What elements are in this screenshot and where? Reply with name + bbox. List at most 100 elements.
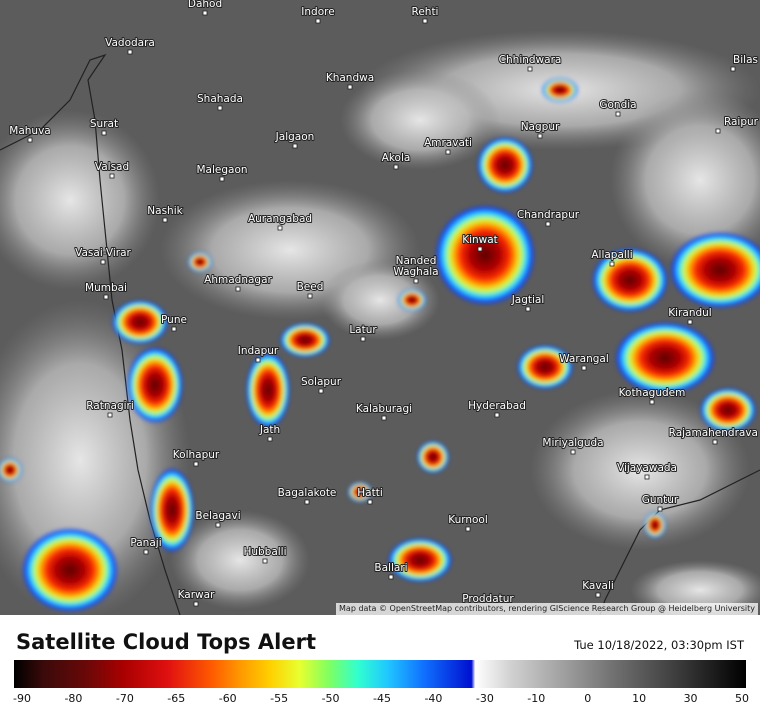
panel-title: Satellite Cloud Tops Alert — [16, 630, 316, 654]
city-marker — [127, 49, 133, 55]
city-label: Warangal — [559, 353, 609, 365]
city-label: Kurnool — [448, 514, 488, 526]
city-label: Karwar — [178, 589, 215, 601]
city-label: Kothagudem — [619, 387, 686, 399]
city-marker — [217, 105, 223, 111]
city-label: Gondia — [599, 99, 636, 111]
color-bar-tick-label: 10 — [632, 692, 647, 705]
city-marker — [255, 357, 261, 363]
city-marker — [215, 522, 221, 528]
city-label: Guntur — [642, 494, 679, 506]
color-bar-tick-label: -40 — [424, 692, 443, 705]
city-label: Ratnagiri — [86, 400, 134, 412]
city-marker — [615, 111, 621, 117]
city-label: Waghala — [393, 266, 438, 278]
city-marker — [595, 592, 601, 598]
city-label: Shahada — [197, 93, 243, 105]
city-label: Hubballi — [243, 546, 286, 558]
color-bar-tick-label: 30 — [683, 692, 698, 705]
city-label: Solapur — [301, 376, 342, 388]
city-label: Allapalli — [591, 249, 632, 261]
city-label: Ahmadnagar — [204, 274, 272, 286]
city-marker — [413, 278, 419, 284]
city-marker — [360, 336, 366, 342]
color-bar-tick-label: -10 — [527, 692, 546, 705]
city-label: Surat — [90, 118, 118, 130]
city-marker — [292, 143, 298, 149]
map-attribution: Map data © OpenStreetMap contributors, r… — [336, 603, 758, 615]
city-marker — [103, 294, 109, 300]
city-label: Vijayawada — [617, 462, 677, 474]
city-label: Nanded — [396, 255, 437, 267]
city-marker — [413, 267, 419, 273]
city-label: Beed — [297, 281, 324, 293]
city-marker — [644, 474, 650, 480]
city-marker — [109, 173, 115, 179]
city-label: Mumbai — [85, 282, 127, 294]
city-label: Kirandul — [668, 307, 711, 319]
satellite-map: Dahod Indore Rehti Vadodara Bilas Chhindwara K… — [0, 0, 760, 615]
city-label: Aurangabad — [248, 213, 312, 225]
city-marker — [202, 10, 208, 16]
city-marker — [381, 415, 387, 421]
color-bar-tick-label: 0 — [584, 692, 592, 705]
city-marker — [730, 66, 736, 72]
city-marker — [422, 18, 428, 24]
color-bar-tick-label: 50 — [735, 692, 749, 705]
city-marker — [193, 601, 199, 607]
city-marker — [307, 293, 313, 299]
city-marker — [649, 399, 655, 405]
color-bar-tick-label: -30 — [475, 692, 494, 705]
color-bar-tick-label: -90 — [13, 692, 31, 705]
city-label: Miriyalguda — [542, 437, 603, 449]
city-marker — [527, 66, 533, 72]
city-marker — [545, 221, 551, 227]
color-bar-tick-label: -70 — [115, 692, 134, 705]
city-label: Kolhapur — [173, 449, 220, 461]
city-label: Pune — [161, 314, 187, 326]
city-label: Kalaburagi — [356, 403, 412, 415]
city-marker — [27, 137, 33, 143]
city-label: Akola — [382, 152, 411, 164]
city-label: Kavali — [582, 580, 614, 592]
city-marker — [465, 526, 471, 532]
coastline — [0, 53, 760, 615]
city-marker — [143, 549, 149, 555]
city-marker — [712, 439, 718, 445]
city-label: Proddatur — [462, 593, 514, 605]
city-marker — [609, 261, 615, 267]
city-marker — [657, 506, 663, 512]
city-label: Kinwat — [462, 234, 498, 246]
city-marker — [347, 84, 353, 90]
city-marker — [101, 130, 107, 136]
city-marker — [162, 217, 168, 223]
city-marker — [477, 246, 483, 252]
city-marker — [445, 149, 451, 155]
color-bar — [14, 660, 746, 688]
city-label: Dahod — [188, 0, 222, 10]
city-marker — [235, 286, 241, 292]
city-marker — [304, 499, 310, 505]
city-marker — [388, 574, 394, 580]
city-label: Bilas — [733, 54, 758, 66]
color-bar-tick-label: -50 — [321, 692, 340, 705]
city-label: Chhindwara — [499, 54, 562, 66]
color-bar-tick-label: -80 — [64, 692, 83, 705]
clouds — [0, 30, 760, 615]
city-label: Bagalakote — [278, 487, 337, 499]
city-label: Mahuva — [9, 125, 50, 137]
city-label: Indore — [301, 6, 334, 18]
city-label: Vadodara — [105, 37, 155, 49]
city-marker — [277, 225, 283, 231]
color-bar-tick-label: -60 — [218, 692, 237, 705]
city-marker — [367, 499, 373, 505]
city-label: Nagpur — [521, 121, 560, 133]
color-bar-tick-label: -55 — [270, 692, 289, 705]
city-marker — [193, 461, 199, 467]
city-label: Jagtial — [511, 294, 545, 306]
city-marker — [393, 164, 399, 170]
city-marker — [715, 128, 721, 134]
city-label: Raipur — [724, 116, 759, 128]
city-label: Indapur — [238, 345, 279, 357]
